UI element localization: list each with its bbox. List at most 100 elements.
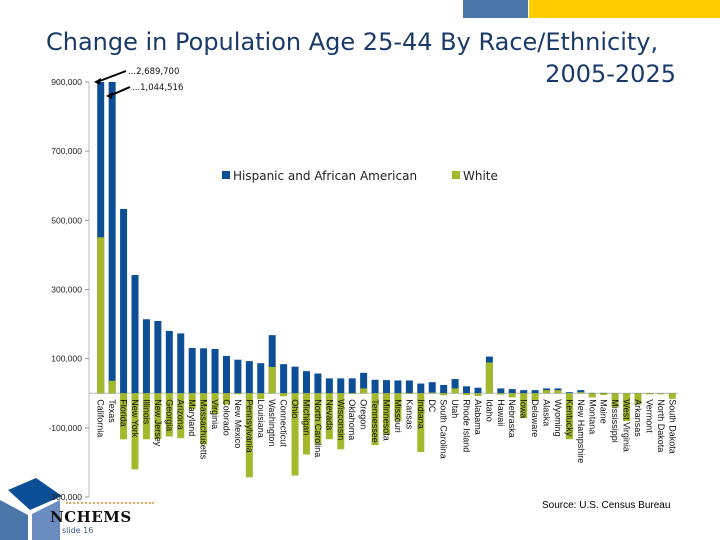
bar-hispanic [417,383,425,394]
y-tick-label: 300,000 [51,285,82,295]
bar-hispanic [577,390,585,394]
bar-hispanic [108,82,116,394]
x-tick-label: Virginia [210,399,220,429]
x-tick-label: Maine [599,399,609,424]
bar-white [520,393,528,419]
bar-hispanic [440,384,448,394]
bar-hispanic [280,364,288,394]
bar-white [337,393,345,450]
bar-white [257,393,265,400]
bar-white [165,393,173,437]
bar-white [211,393,219,414]
x-tick-label: South Carolina [439,399,449,459]
x-tick-label: North Dakota [656,399,666,452]
bar-hispanic [234,359,242,394]
x-tick-label: Minnesota [382,399,392,441]
bar-white [154,393,162,440]
x-tick-label: Hawaii [496,399,506,426]
bar-hispanic [348,378,356,394]
x-tick-label: Oklahoma [347,399,357,440]
x-tick-label: Michigan [301,399,311,435]
bar-white [645,393,653,395]
bar-white [360,388,368,394]
bar-white [177,393,185,439]
bar-hispanic [588,392,596,394]
header-blue-bar [463,0,528,18]
bar-white [417,393,425,453]
bar-white [188,393,196,410]
bar-white [142,393,150,440]
bar-white [222,393,230,405]
bar-white [451,388,459,394]
bar-white [383,393,390,435]
bar-white [405,393,413,394]
x-tick-label: Idaho [484,399,494,422]
x-tick-label: Indiana [416,399,426,429]
bar-white [588,393,596,398]
x-tick-label: Wyoming [553,399,563,436]
bar-hispanic [268,335,276,394]
x-tick-label: New York [130,399,140,438]
bar-white [97,237,105,394]
x-tick-label: Pennsylvania [244,399,254,453]
arrowhead-icon [106,92,113,99]
bar-white [668,393,676,399]
bar-white [600,393,608,395]
x-tick-label: Massachusetts [199,399,209,460]
x-tick-label: Maryland [187,399,197,436]
x-tick-label: Tennessee [370,399,380,443]
x-tick-label: Utah [450,399,460,418]
bar-white [474,393,482,397]
bar-hispanic [520,390,528,394]
bar-white [131,393,139,470]
x-tick-label: Texas [107,399,117,423]
x-tick-label: Illinois [141,399,151,425]
slide-number: slide 16 [62,526,94,535]
header-yellow-bar [529,0,720,18]
x-tick-label: Nebraska [507,399,517,438]
bar-white [234,393,242,395]
bar-hispanic [531,390,539,394]
x-tick-label: Vermont [644,399,654,433]
bar-white [508,393,516,398]
bar-hispanic [405,380,413,394]
bar-hispanic [565,392,573,394]
bar-white [634,393,642,405]
x-tick-label: DC [427,399,437,412]
bar-white [440,393,448,396]
arrowhead-icon [94,78,101,85]
bar-white [565,393,573,440]
bar-white [554,390,562,394]
x-tick-label: Missouri [393,399,403,433]
x-tick-label: Connecticut [279,399,289,447]
bar-hispanic [142,319,150,394]
bar-white [200,393,208,445]
bar-hispanic [474,387,482,394]
x-tick-label: Georgia [164,399,174,431]
annotation-label: ...1,044,516 [132,83,183,93]
chart-title-line1: Change in Population Age 25-44 By Race/E… [46,28,659,56]
bar-white [394,393,402,421]
bar-hispanic [154,320,162,394]
y-tick-label: 500,000 [51,215,82,225]
annotation-arrow [96,70,127,83]
bar-hispanic [325,378,333,394]
bar-hispanic [497,388,505,394]
y-tick-label: 900,000 [51,77,82,87]
x-tick-label: New Mexico [233,399,243,448]
bar-hispanic [131,274,139,394]
x-tick-label: Iowa [519,399,529,418]
bar-white [280,393,288,397]
bar-white [623,393,631,421]
bar-hispanic [360,372,368,394]
bar-white [291,393,299,476]
x-tick-label: Arizona [176,399,186,430]
bar-hispanic [302,371,310,394]
x-tick-label: Louisiana [256,399,266,438]
source-note: Source: U.S. Census Bureau [542,500,671,511]
x-tick-label: Delaware [530,399,540,437]
bar-hispanic [211,348,219,394]
bar-hispanic [165,331,173,394]
x-tick-label: Kansas [404,399,414,430]
y-tick-label: -100,000 [48,423,82,433]
